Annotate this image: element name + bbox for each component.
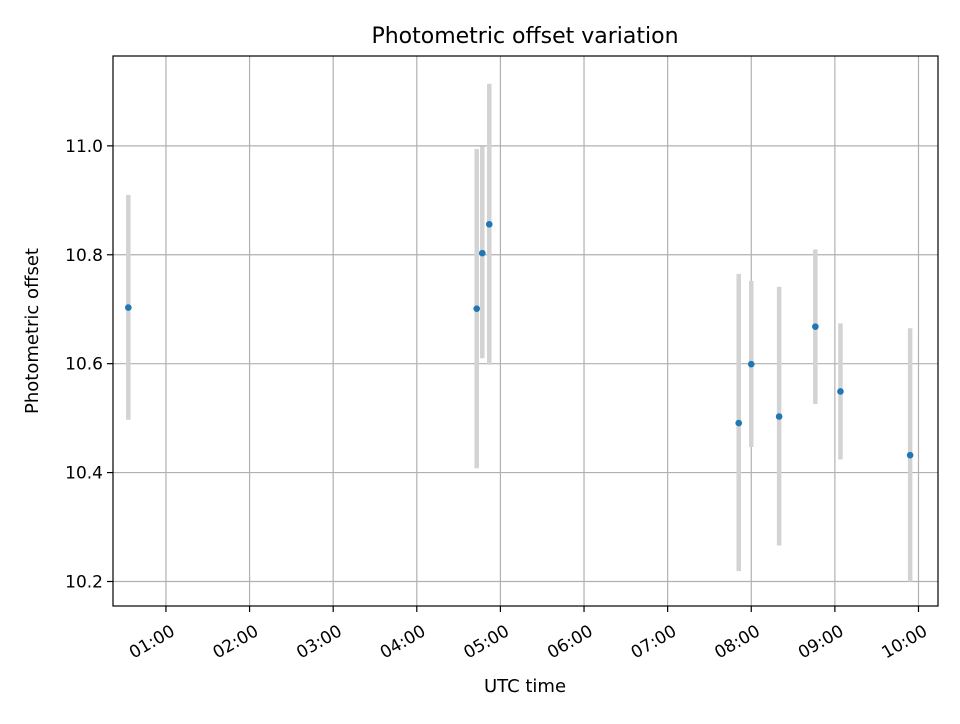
data-point [473, 305, 481, 312]
x-tick-label: 02:00 [210, 621, 262, 663]
data-point [485, 220, 493, 228]
data-point [837, 388, 844, 395]
errorbar-layer [126, 83, 913, 582]
y-tick-label: 10.6 [65, 355, 103, 375]
x-tick-label: 07:00 [628, 621, 680, 663]
x-tick-label: 05:00 [460, 621, 512, 663]
x-tick-label: 09:00 [795, 621, 847, 663]
grid-layer [113, 56, 938, 606]
data-point [735, 419, 743, 427]
x-axis-ticks: 01:00 02:00 03:00 04:00 05:00 06:00 07:00 08:00… [126, 606, 931, 663]
data-point [478, 249, 486, 257]
x-axis-label: UTC time [484, 676, 566, 697]
x-tick-label: 03:00 [293, 621, 345, 663]
plot-frame [112, 55, 939, 607]
point-layer [125, 220, 914, 459]
x-tick-label: 04:00 [377, 621, 429, 663]
y-tick-label: 11.0 [65, 137, 103, 157]
y-tick-label: 10.2 [65, 572, 103, 592]
data-point [125, 304, 132, 311]
x-tick-label: 06:00 [544, 621, 596, 663]
x-tick-label: 08:00 [711, 621, 763, 663]
data-point [747, 360, 755, 368]
data-point [812, 323, 819, 330]
x-tick-label: 10:00 [879, 621, 931, 663]
data-point [906, 451, 914, 459]
chart-title: Photometric offset variation [371, 24, 678, 49]
x-tick-label: 01:00 [126, 621, 178, 663]
y-tick-label: 10.4 [65, 464, 103, 484]
y-axis-label: Photometric offset [22, 248, 43, 414]
y-axis-ticks: 10.2 10.4 10.6 10.8 11.0 [65, 137, 113, 592]
data-point [775, 413, 783, 420]
y-tick-label: 10.8 [65, 246, 103, 266]
